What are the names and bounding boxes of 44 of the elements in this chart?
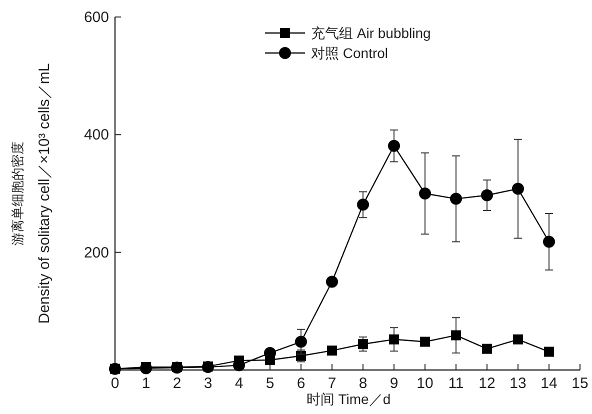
x-axis-title: 时间 Time／d [306, 391, 391, 407]
point [389, 334, 399, 344]
x-tick-label: 0 [110, 375, 120, 392]
y-tick-label: 600 [84, 9, 109, 26]
point [388, 140, 400, 152]
point [481, 189, 493, 202]
point [482, 344, 492, 354]
point [513, 334, 523, 344]
y-tick-label: 200 [84, 244, 109, 262]
x-tick-label: 15 [572, 375, 588, 392]
text: Density of solitary cell／×10³ cells／mL [36, 63, 53, 324]
point [544, 346, 554, 357]
x-tick-label: 4 [234, 375, 244, 392]
point [327, 346, 337, 356]
point [295, 336, 307, 348]
point [512, 182, 524, 195]
y-tick-label: 400 [84, 126, 109, 144]
point [326, 276, 338, 288]
point [420, 336, 430, 347]
point [109, 362, 121, 375]
x-tick-label: 5 [266, 375, 274, 392]
point [171, 362, 183, 374]
x-tick-label: 8 [358, 375, 368, 392]
x-tick-label: 1 [142, 375, 150, 392]
x-tick-label: 12 [478, 375, 496, 392]
point [543, 236, 555, 248]
point [202, 361, 214, 374]
x-tick-label: 7 [328, 375, 336, 392]
point [451, 330, 461, 340]
x-tick-label: 13 [510, 375, 526, 392]
x-tick-label: 10 [416, 375, 434, 392]
x-tick-label: 14 [540, 375, 558, 392]
x-tick-label: 6 [296, 375, 306, 392]
legend-label: 对照 Control [311, 45, 388, 61]
x-tick-label: 9 [390, 375, 398, 392]
point [450, 192, 462, 205]
x-tick-label: 11 [448, 375, 464, 392]
x-tick-label: 2 [172, 375, 182, 392]
point [357, 198, 369, 211]
point [419, 188, 431, 200]
x-tick-label: 3 [204, 375, 212, 392]
point [358, 339, 368, 350]
text: 游离单细胞的密度 [10, 142, 25, 246]
legend-label: 充气组 Air bubbling [311, 25, 431, 41]
